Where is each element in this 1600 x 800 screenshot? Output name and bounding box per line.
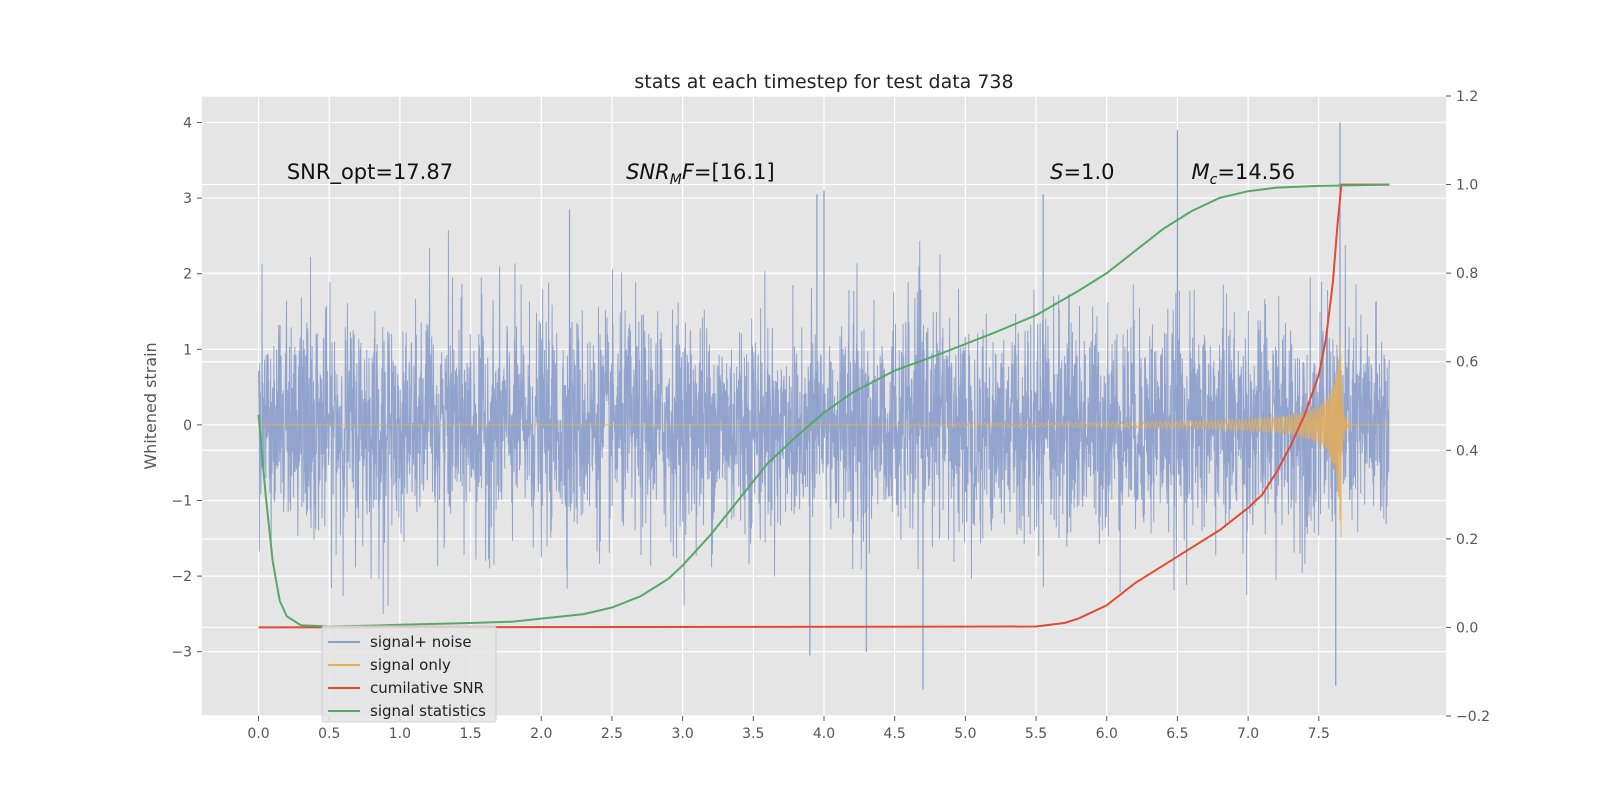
chart-annotation: SNRMF=[16.1]: [626, 160, 775, 188]
x-tick-label: 5.5: [1025, 726, 1047, 742]
y-right-tick-label: 0.0: [1456, 620, 1478, 636]
x-tick-label: 3.5: [742, 726, 764, 742]
y-left-tick-label: −3: [171, 645, 192, 661]
y-left-tick-label: 0: [183, 418, 192, 434]
y-left-tick-label: 3: [183, 191, 192, 207]
legend-label: signal only: [370, 656, 451, 674]
chart-title: stats at each timestep for test data 738: [634, 71, 1013, 93]
x-tick-label: 1.0: [389, 726, 411, 742]
series-signal-only-line: [258, 336, 1390, 538]
y-left-tick-label: −1: [171, 494, 192, 510]
annotations: SNR_opt=17.87 SNRMF=[16.1] S=1.0 Mc=14.56: [287, 160, 1295, 188]
x-tick-label: 4.0: [813, 726, 835, 742]
legend-label: signal statistics: [370, 702, 486, 720]
x-tick-label: 7.5: [1308, 726, 1330, 742]
x-tick-label: 6.0: [1096, 726, 1118, 742]
legend-box: [321, 625, 497, 723]
y-right-tick-label: 1.2: [1456, 89, 1478, 105]
y-left-tick-label: 4: [183, 115, 192, 131]
x-tick-label: 3.0: [672, 726, 694, 742]
series-cumilative-snr-line: [258, 183, 1390, 629]
x-tick-label: 7.0: [1237, 726, 1259, 742]
y-right-tick-label: 0.6: [1456, 355, 1478, 371]
x-tick-label: 6.5: [1166, 726, 1188, 742]
y-left-tick-label: 1: [183, 342, 192, 358]
x-tick-label: 2.5: [601, 726, 623, 742]
y-left-tick-label: 2: [183, 267, 192, 283]
chart-annotation: S=1.0: [1050, 160, 1114, 184]
y-right-tick-label: 1.0: [1456, 178, 1478, 194]
y-right-tick-label: −0.2: [1456, 709, 1490, 725]
y-right-tick-label: 0.8: [1456, 266, 1478, 282]
chart-annotation: SNR_opt=17.87: [287, 160, 453, 185]
legend-label: cumilative SNR: [370, 679, 484, 697]
x-tick-label: 0.0: [247, 726, 269, 742]
x-tick-label: 4.5: [884, 726, 906, 742]
x-tick-label: 2.0: [530, 726, 552, 742]
legend-label: signal+ noise: [370, 633, 472, 651]
axes: 0.0 0.5 1.0 1.5 2.0 2.5 3.0 3.5 4.0 4.5 5.0 5.5 6.0 6…: [171, 89, 1490, 742]
y-left-tick-label: −2: [171, 569, 192, 585]
x-tick-label: 0.5: [318, 726, 340, 742]
x-tick-label: 1.5: [459, 726, 481, 742]
y-right-tick-label: 0.4: [1456, 443, 1478, 459]
x-tick-label: 5.0: [954, 726, 976, 742]
chart-annotation: Mc=14.56: [1192, 160, 1296, 188]
legend: signal+ noise signal only cumilative SNR si…: [321, 625, 497, 723]
y-right-tick-label: 0.2: [1456, 532, 1478, 548]
y-axis-label-left: Whitened strain: [141, 342, 160, 469]
